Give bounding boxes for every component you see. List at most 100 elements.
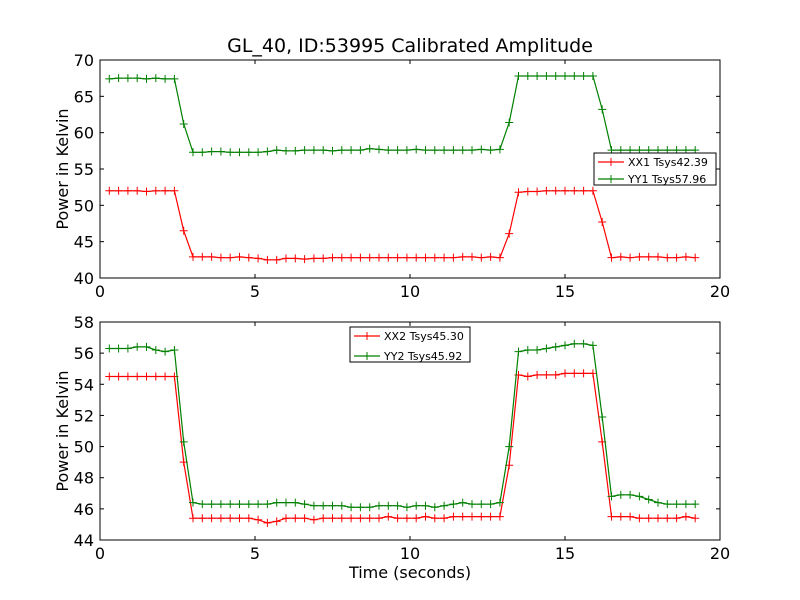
data-point (672, 500, 681, 509)
data-point (114, 372, 123, 381)
data-point (533, 370, 542, 379)
data-point (384, 253, 393, 262)
data-point (105, 344, 114, 353)
data-point (449, 500, 458, 509)
data-point (384, 512, 393, 521)
data-point (393, 514, 402, 523)
legend-marker-1 (607, 158, 615, 166)
data-point (170, 74, 179, 83)
data-point (523, 187, 532, 196)
data-point (337, 501, 346, 510)
data-point (114, 344, 123, 353)
data-point (402, 503, 411, 512)
data-point (272, 498, 281, 507)
data-point (161, 372, 170, 381)
data-point (347, 146, 356, 155)
data-point (635, 514, 644, 523)
data-point (561, 341, 569, 350)
data-point (412, 145, 421, 154)
data-point (691, 500, 700, 509)
data-point (123, 74, 132, 83)
data-point (691, 514, 700, 523)
data-point (244, 148, 253, 157)
data-point (533, 71, 542, 80)
data-point (198, 514, 207, 523)
data-point (123, 344, 132, 353)
data-point (570, 186, 579, 195)
data-point (551, 370, 560, 379)
data-point (226, 514, 235, 523)
data-point (235, 148, 244, 157)
data-point (588, 186, 597, 195)
data-point (561, 186, 569, 195)
data-point (505, 229, 514, 238)
data-point (207, 252, 216, 261)
data-point (421, 512, 430, 521)
data-point (440, 146, 449, 155)
data-point (282, 498, 290, 507)
x-tick-label: 10 (400, 544, 420, 563)
data-point (263, 255, 272, 264)
data-point (430, 514, 439, 523)
data-point (189, 252, 197, 261)
data-point (654, 498, 662, 507)
data-point (161, 347, 170, 356)
data-point (607, 492, 616, 501)
data-point (254, 500, 263, 509)
data-point (254, 148, 263, 157)
legend-label-1: XX2 Tsys45.30 (384, 330, 464, 343)
x-tick-label: 20 (710, 282, 730, 301)
data-point (291, 514, 300, 523)
data-point (626, 490, 635, 499)
data-point (412, 253, 421, 262)
data-point (263, 518, 272, 527)
data-point (402, 253, 411, 262)
data-point (616, 490, 625, 499)
data-point (551, 342, 560, 351)
legend-label-1: XX1 Tsys42.39 (628, 156, 708, 169)
y-tick-label: 56 (74, 344, 94, 363)
data-point (570, 339, 579, 348)
data-point (375, 501, 383, 510)
data-point (663, 500, 672, 509)
y-tick-label: 55 (74, 160, 94, 179)
data-point (598, 412, 607, 421)
data-point (244, 253, 253, 262)
series-markers-1 (105, 369, 700, 527)
data-point (533, 187, 542, 196)
data-point (542, 370, 551, 379)
data-point (449, 512, 458, 521)
series-line-2 (109, 75, 696, 153)
data-point (570, 71, 579, 80)
data-point (672, 253, 681, 262)
data-point (681, 500, 690, 509)
y-tick-label: 70 (74, 51, 94, 70)
data-point (542, 186, 551, 195)
data-point (161, 74, 170, 83)
data-point (440, 253, 449, 262)
data-point (449, 253, 458, 262)
chart-title: GL_40, ID:53995 Calibrated Amplitude (227, 35, 593, 57)
y-tick-label: 65 (74, 87, 94, 106)
data-point (486, 252, 495, 261)
data-point (588, 341, 597, 350)
data-point (328, 514, 337, 523)
data-point (337, 253, 346, 262)
data-point (635, 252, 644, 261)
data-point (189, 498, 197, 507)
data-point (179, 119, 188, 128)
data-point (393, 253, 402, 262)
data-point (226, 500, 235, 509)
data-point (458, 146, 467, 155)
data-point (421, 146, 430, 155)
data-point (384, 501, 393, 510)
data-point (486, 512, 495, 521)
data-point (291, 498, 300, 507)
x-tick-label: 15 (555, 282, 575, 301)
y-tick-label: 58 (74, 313, 94, 332)
series-markers-1 (105, 186, 700, 264)
data-point (105, 74, 114, 83)
data-point (486, 500, 495, 509)
legend-marker-1 (363, 332, 371, 340)
data-point (514, 188, 523, 197)
